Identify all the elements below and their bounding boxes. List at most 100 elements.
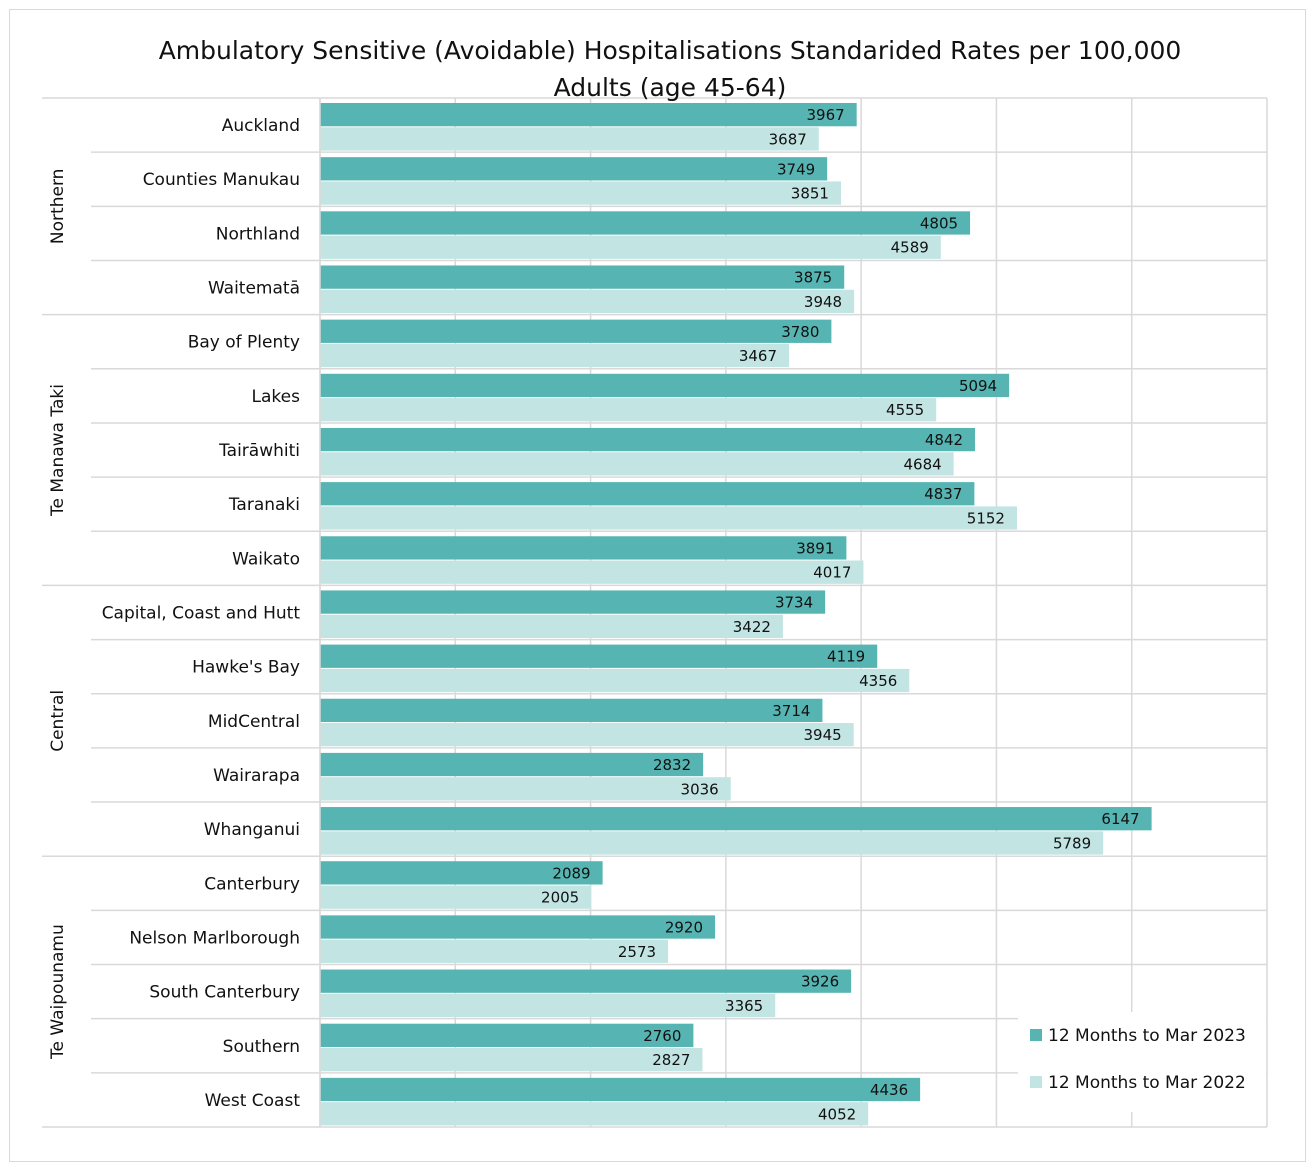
- data-label: 3875: [794, 269, 832, 287]
- data-label: 3851: [791, 185, 829, 203]
- bar: [320, 723, 854, 747]
- group-label: Central: [48, 690, 68, 752]
- category-label: Tairāwhiti: [218, 441, 300, 461]
- category-label: Waitematā: [208, 279, 300, 299]
- bar: [320, 452, 954, 476]
- data-label: 3780: [781, 323, 819, 341]
- bar: [320, 536, 847, 560]
- data-label: 3734: [775, 594, 813, 612]
- legend-swatch: [1030, 1029, 1042, 1041]
- category-label: South Canterbury: [149, 983, 300, 1003]
- data-label: 3687: [769, 130, 807, 148]
- bar: [320, 915, 716, 939]
- bar: [320, 777, 731, 801]
- bar: [320, 343, 790, 368]
- data-label: 4356: [859, 672, 897, 690]
- bar: [320, 398, 937, 422]
- bar: [320, 482, 975, 506]
- bar: [320, 885, 592, 909]
- category-label: Counties Manukau: [143, 170, 300, 190]
- bar: [320, 590, 826, 614]
- chart-title: Ambulatory Sensitive (Avoidable) Hospita…: [158, 36, 1182, 102]
- data-label: 2832: [653, 756, 691, 774]
- data-label: 5789: [1053, 834, 1091, 852]
- data-label: 4805: [920, 214, 958, 232]
- category-label: Nelson Marlborough: [129, 928, 300, 948]
- bar: [320, 506, 1017, 530]
- category-label: Whanganui: [204, 820, 300, 840]
- data-label: 5094: [959, 377, 997, 395]
- legend-label: 12 Months to Mar 2023: [1048, 1026, 1246, 1046]
- data-label: 3714: [772, 702, 810, 720]
- chart-frame: [9, 9, 1306, 1162]
- category-label: Hawke's Bay: [192, 658, 300, 678]
- bar: [320, 644, 878, 668]
- category-label: Canterbury: [204, 874, 300, 894]
- data-label: 3036: [681, 780, 719, 798]
- data-label: 4555: [886, 401, 924, 419]
- bar: [320, 235, 941, 259]
- group-label: Northern: [48, 169, 68, 244]
- legend-swatch: [1030, 1076, 1042, 1088]
- data-label: 3467: [739, 347, 777, 365]
- category-label: Bay of Plenty: [188, 333, 300, 353]
- bar: [320, 807, 1152, 831]
- bar: [320, 319, 832, 343]
- bar: [320, 831, 1104, 855]
- data-label: 2827: [652, 1051, 690, 1069]
- data-label: 2573: [618, 943, 656, 961]
- data-label: 2005: [541, 889, 579, 907]
- bar: [320, 993, 776, 1018]
- legend-background: [1018, 1012, 1266, 1112]
- category-label: Taranaki: [228, 495, 300, 515]
- data-label: 5152: [967, 510, 1005, 528]
- bar: [320, 373, 1010, 398]
- data-label: 3749: [777, 160, 815, 178]
- data-label: 4837: [924, 485, 962, 503]
- data-label: 3422: [733, 618, 771, 636]
- bar: [320, 289, 855, 314]
- bar: [320, 103, 857, 127]
- bar: [320, 181, 841, 205]
- data-label: 2760: [643, 1027, 681, 1045]
- category-label: Northland: [216, 224, 300, 244]
- category-label: Capital, Coast and Hutt: [102, 604, 301, 624]
- data-label: 2089: [552, 864, 590, 882]
- data-label: 4119: [827, 648, 865, 666]
- data-label: 4052: [818, 1105, 856, 1123]
- bar: [320, 560, 864, 584]
- category-label: Lakes: [252, 387, 301, 407]
- bar: [320, 698, 823, 723]
- bar: [320, 1102, 869, 1126]
- bar: [320, 1077, 921, 1102]
- data-label: 4017: [813, 564, 851, 582]
- data-label: 3945: [804, 726, 842, 744]
- category-label: Auckland: [222, 116, 300, 136]
- category-label: West Coast: [205, 1091, 301, 1111]
- bar: [320, 861, 603, 885]
- data-label: 4436: [870, 1081, 908, 1099]
- bar: [320, 427, 976, 452]
- bar: [320, 1023, 694, 1047]
- category-label: Wairarapa: [213, 766, 300, 786]
- bar: [320, 969, 852, 993]
- bar: [320, 939, 669, 963]
- bar: [320, 265, 845, 289]
- data-label: 4842: [925, 431, 963, 449]
- data-label: 3948: [804, 293, 842, 311]
- data-label: 3926: [801, 973, 839, 991]
- bar: [320, 211, 971, 235]
- data-label: 2920: [665, 919, 703, 937]
- legend-label: 12 Months to Mar 2022: [1048, 1073, 1246, 1093]
- data-label: 3365: [725, 997, 763, 1015]
- category-label: Waikato: [232, 549, 300, 569]
- bar: [320, 1047, 703, 1072]
- data-label: 4589: [891, 239, 929, 257]
- bar: [320, 752, 704, 777]
- bar: [320, 668, 910, 693]
- bar: [320, 127, 819, 151]
- group-label: Te Waipounamu: [48, 924, 68, 1060]
- category-label: Southern: [223, 1037, 300, 1057]
